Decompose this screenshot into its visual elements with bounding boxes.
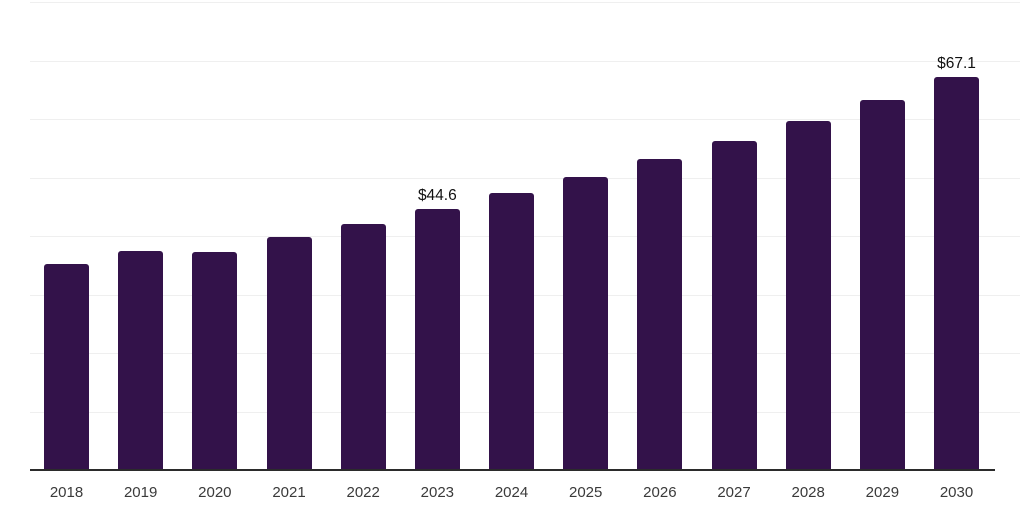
bar-2030 [934, 77, 980, 470]
x-tick-label-2024: 2024 [494, 484, 529, 501]
bar-2019 [118, 251, 164, 470]
gridline [30, 61, 1020, 62]
bar-2027 [711, 140, 757, 470]
gridline [30, 178, 1020, 179]
data-label-2030: $67.1 [937, 55, 976, 73]
x-tick-label-2030: 2030 [939, 484, 974, 501]
x-tick-label-2029: 2029 [865, 484, 900, 501]
bar-2028 [785, 120, 831, 470]
x-tick-label-2027: 2027 [717, 484, 751, 501]
bar-2025 [563, 176, 609, 470]
bar-2023 [414, 209, 460, 470]
x-axis-line [30, 469, 995, 471]
bar-2018 [44, 264, 89, 470]
gridline [30, 119, 1020, 120]
x-tick-label-2021: 2021 [272, 484, 306, 501]
x-tick-label-2019: 2019 [123, 484, 158, 501]
gridline [30, 2, 1020, 3]
x-tick-label-2018: 2018 [49, 484, 84, 501]
bar-2029 [859, 99, 905, 470]
x-tick-label-2025: 2025 [569, 484, 603, 501]
bar-2021 [266, 237, 312, 470]
x-tick-label-2023: 2023 [420, 484, 455, 501]
bar-2020 [192, 251, 238, 470]
x-tick-label-2028: 2028 [791, 484, 825, 501]
x-tick-label-2026: 2026 [643, 484, 677, 501]
bar-2024 [489, 193, 535, 470]
data-label-2023: $44.6 [417, 187, 457, 205]
bar-2026 [637, 159, 683, 470]
x-tick-label-2020: 2020 [198, 484, 232, 501]
bar-2022 [340, 223, 386, 470]
x-tick-label-2022: 2022 [346, 484, 380, 501]
